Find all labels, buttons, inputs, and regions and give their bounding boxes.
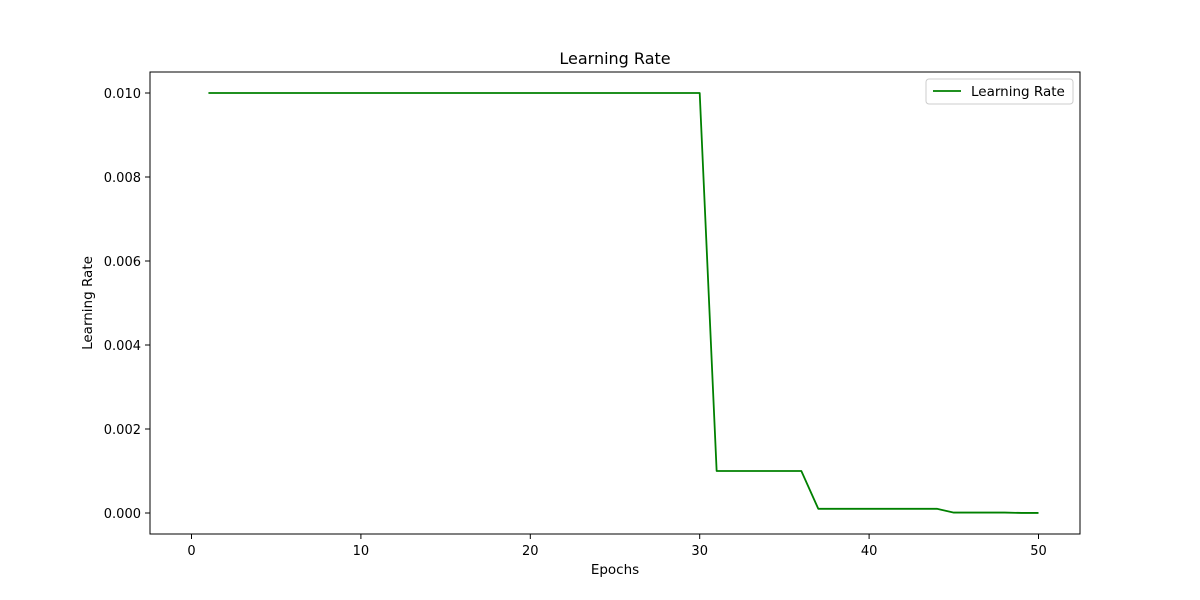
x-tick-label: 10 [353, 544, 370, 559]
legend-label: Learning Rate [971, 84, 1065, 100]
y-tick-label: 0.000 [104, 507, 141, 522]
legend-box [925, 78, 1074, 105]
plot-area [149, 71, 1081, 535]
x-tick-label: 0 [187, 544, 195, 559]
chart-title: Learning Rate [559, 49, 670, 68]
legend: Learning Rate [925, 78, 1074, 105]
plot-frame [149, 71, 1081, 535]
y-tick-label: 0.008 [104, 171, 141, 186]
x-tick-label: 30 [691, 544, 708, 559]
y-tick-label: 0.002 [104, 423, 141, 438]
x-axis-label: Epochs [591, 562, 639, 578]
y-axis-label: Learning Rate [80, 256, 96, 350]
y-tick-label: 0.004 [104, 339, 141, 354]
y-tick-label: 0.010 [104, 87, 141, 102]
x-tick-label: 40 [861, 544, 878, 559]
y-axis-ticks: 0.000 0.002 0.004 0.006 0.008 0.010 [104, 87, 150, 522]
x-tick-label: 20 [522, 544, 539, 559]
series-line-learning-rate [208, 92, 1039, 514]
x-axis-ticks: 0 10 20 30 40 50 [187, 534, 1047, 559]
x-tick-label: 50 [1030, 544, 1047, 559]
y-tick-label: 0.006 [104, 255, 141, 270]
